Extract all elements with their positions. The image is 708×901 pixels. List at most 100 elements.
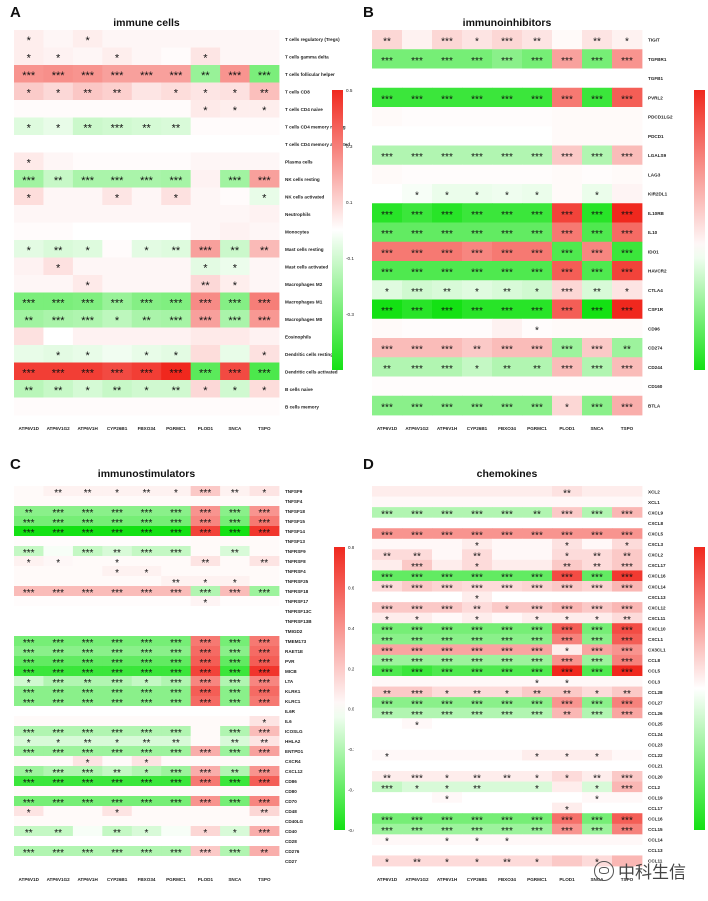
heatmap-cell — [220, 310, 250, 328]
heatmap-cell — [14, 746, 44, 757]
significance-stars: * — [505, 604, 509, 615]
heatmap-cell — [161, 816, 192, 827]
heatmap-cell — [220, 716, 250, 727]
significance-stars: *** — [258, 728, 270, 739]
heatmap-cell — [14, 556, 44, 567]
significance-stars: *** — [140, 70, 154, 82]
heatmap-cell — [432, 376, 463, 397]
heatmap-cell — [43, 526, 74, 537]
significance-stars: *** — [258, 638, 270, 649]
heatmap-cell — [43, 205, 74, 223]
row-label: PVR — [285, 659, 295, 664]
heatmap-cell — [492, 559, 523, 571]
heatmap-cell — [552, 844, 583, 856]
heatmap-cell — [43, 606, 74, 617]
significance-stars: * — [535, 752, 539, 763]
heatmap-cell — [402, 581, 433, 592]
significance-stars: *** — [82, 648, 94, 659]
significance-stars: *** — [258, 528, 270, 539]
heatmap-cell — [43, 65, 74, 83]
heatmap-cell — [72, 696, 103, 707]
row-label: KLRC1 — [285, 699, 301, 704]
heatmap-cell — [582, 771, 613, 782]
heatmap-cell — [432, 338, 463, 358]
significance-stars: *** — [23, 778, 35, 789]
heatmap-cell — [102, 526, 133, 537]
significance-stars: ** — [533, 364, 541, 375]
heatmap-cell — [432, 222, 463, 243]
heatmap-cell — [14, 596, 44, 607]
significance-stars: *** — [199, 297, 213, 309]
significance-stars: *** — [229, 508, 241, 519]
significance-stars: * — [262, 718, 266, 729]
row-label: Dendritic cells activated — [285, 369, 338, 374]
heatmap-cell — [102, 796, 133, 807]
heatmap-cell — [14, 187, 44, 206]
heatmap-cell — [190, 566, 221, 577]
heatmap-cell — [402, 644, 433, 656]
heatmap-cell — [522, 507, 553, 519]
heatmap-cell — [582, 357, 613, 377]
heatmap-cell — [220, 596, 250, 607]
significance-stars: *** — [200, 588, 212, 599]
significance-stars: *** — [229, 698, 241, 709]
significance-stars: *** — [111, 367, 125, 379]
heatmap-cell — [462, 644, 493, 656]
heatmap-cell — [372, 376, 403, 397]
heatmap-cell — [190, 526, 221, 537]
heatmap-cell — [131, 796, 162, 807]
heatmap-cell — [102, 826, 133, 837]
row-label: TNFSF9 — [285, 489, 303, 494]
heatmap-cell — [72, 616, 103, 627]
heatmap-cell — [220, 606, 250, 617]
significance-stars: *** — [170, 588, 182, 599]
heatmap-cell — [220, 486, 250, 497]
heatmap-cell — [190, 686, 221, 697]
significance-stars: *** — [170, 748, 182, 759]
heatmap-cell — [402, 676, 433, 687]
significance-stars: *** — [471, 152, 483, 163]
significance-stars: *** — [441, 636, 453, 647]
heatmap-cell — [131, 170, 162, 188]
heatmap-cell — [249, 606, 280, 617]
heatmap-cell — [372, 581, 403, 592]
heatmap-cell — [161, 676, 192, 687]
significance-stars: * — [262, 488, 266, 499]
significance-stars: *** — [258, 508, 270, 519]
row-label: LTA — [285, 679, 294, 684]
significance-stars: *** — [23, 588, 35, 599]
significance-stars: *** — [591, 816, 603, 827]
heatmap-cell — [72, 310, 103, 328]
panel-letter-d: D — [363, 456, 374, 473]
heatmap-cell — [249, 656, 280, 667]
significance-stars: *** — [140, 367, 154, 379]
significance-stars: *** — [111, 518, 123, 529]
heatmap-cell — [612, 623, 643, 635]
significance-stars: *** — [531, 268, 543, 279]
heatmap-cell — [161, 496, 192, 507]
significance-stars: * — [565, 678, 569, 689]
significance-stars: *** — [621, 509, 633, 520]
significance-stars: *** — [141, 728, 153, 739]
heatmap-cell — [492, 261, 523, 281]
column-label: TSPO — [258, 426, 271, 431]
heatmap-cell — [72, 736, 103, 747]
heatmap-cell — [14, 546, 44, 557]
heatmap-cell — [72, 576, 103, 587]
heatmap-cell — [552, 802, 583, 814]
heatmap-cell — [14, 170, 44, 188]
heatmap-cell — [522, 299, 553, 320]
heatmap-cell — [612, 87, 643, 108]
heatmap-cell — [43, 826, 74, 837]
heatmap-cell — [220, 656, 250, 667]
heatmap-cell — [220, 826, 250, 837]
heatmap-cell — [552, 30, 583, 50]
significance-stars: *** — [471, 56, 483, 67]
heatmap-cell — [249, 726, 280, 737]
significance-stars: *** — [52, 778, 64, 789]
row-label: CXCL16 — [648, 574, 666, 579]
heatmap-cell — [492, 496, 523, 508]
significance-stars: *** — [411, 531, 423, 542]
significance-stars: * — [115, 808, 119, 819]
heatmap-cell — [552, 49, 583, 69]
